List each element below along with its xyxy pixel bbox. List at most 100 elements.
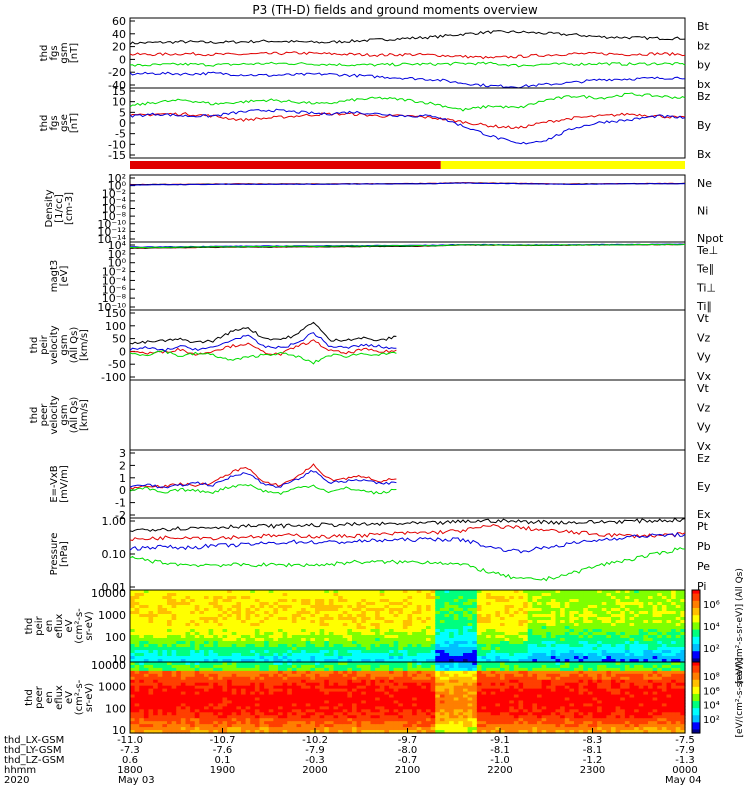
heatmap-cell bbox=[217, 599, 224, 603]
heatmap-cell bbox=[259, 641, 265, 645]
heatmap-cell bbox=[620, 632, 626, 636]
heatmap-cell bbox=[217, 730, 224, 734]
heatmap-cell bbox=[273, 685, 279, 690]
heatmap-cell bbox=[379, 599, 385, 603]
heatmap-cell bbox=[398, 641, 404, 645]
heatmap-cell bbox=[134, 662, 140, 666]
heatmap-cell bbox=[435, 721, 441, 725]
heatmap-cell bbox=[338, 721, 344, 725]
heatmap-cell bbox=[463, 656, 469, 660]
heatmap-cell bbox=[564, 620, 570, 624]
heatmap-cell bbox=[407, 676, 413, 681]
heatmap-cell bbox=[333, 691, 339, 696]
heatmap-cell bbox=[310, 718, 316, 722]
heatmap-cell bbox=[134, 676, 140, 681]
heatmap-cell bbox=[241, 709, 247, 713]
heatmap-cell bbox=[430, 703, 436, 707]
heatmap-cell bbox=[407, 605, 413, 609]
heatmap-cell bbox=[352, 667, 358, 672]
heatmap-cell bbox=[500, 593, 506, 597]
heatmap-cell bbox=[384, 617, 390, 621]
heatmap-cell bbox=[504, 641, 510, 645]
heatmap-cell bbox=[532, 602, 538, 606]
heatmap-cell bbox=[157, 653, 163, 657]
heatmap-cell bbox=[319, 676, 325, 681]
heatmap-cell bbox=[370, 688, 376, 693]
heatmap-cell bbox=[393, 673, 399, 678]
heatmap-cell bbox=[338, 712, 344, 716]
heatmap-cell bbox=[555, 602, 561, 606]
heatmap-cell bbox=[587, 638, 594, 642]
heatmap-cell bbox=[463, 614, 469, 618]
heatmap-cell bbox=[291, 614, 298, 618]
heatmap-cell bbox=[587, 659, 594, 663]
heatmap-cell bbox=[130, 727, 136, 731]
heatmap-cell bbox=[236, 679, 242, 684]
heatmap-cell bbox=[389, 617, 395, 621]
heatmap-cell bbox=[407, 682, 413, 687]
heatmap-cell bbox=[634, 656, 640, 660]
heatmap-cell bbox=[472, 694, 478, 699]
heatmap-cell bbox=[356, 611, 362, 615]
heatmap-cell bbox=[444, 596, 450, 600]
heatmap-cell bbox=[157, 715, 163, 719]
heatmap-cell bbox=[370, 679, 376, 684]
heatmap-cell bbox=[222, 650, 228, 654]
heatmap-cell bbox=[139, 664, 145, 669]
heatmap-cell bbox=[333, 682, 339, 687]
heatmap-cell bbox=[328, 596, 335, 600]
heatmap-cell bbox=[648, 632, 654, 636]
heatmap-cell bbox=[143, 635, 150, 639]
heatmap-cell bbox=[435, 590, 441, 594]
heatmap-cell bbox=[583, 617, 589, 621]
heatmap-cell bbox=[504, 656, 510, 660]
heatmap-cell bbox=[509, 644, 515, 648]
heatmap-cell bbox=[157, 638, 163, 642]
heatmap-cell bbox=[254, 590, 261, 594]
heatmap-cell bbox=[458, 670, 464, 675]
heatmap-cell bbox=[398, 602, 404, 606]
heatmap-cell bbox=[305, 715, 311, 719]
heatmap-cell bbox=[310, 629, 316, 633]
heatmap-cell bbox=[629, 605, 635, 609]
heatmap-cell bbox=[259, 670, 265, 675]
heatmap-cell bbox=[398, 614, 404, 618]
y-axis-label: [mV/m] bbox=[59, 465, 70, 503]
heatmap-cell bbox=[333, 656, 339, 660]
heatmap-cell bbox=[416, 694, 422, 699]
heatmap-cell bbox=[143, 682, 150, 687]
heatmap-cell bbox=[398, 685, 404, 690]
heatmap-cell bbox=[449, 620, 455, 624]
heatmap-cell bbox=[301, 673, 307, 678]
y-axis-label: sr-eV) bbox=[84, 683, 95, 712]
heatmap-cell bbox=[148, 727, 154, 731]
heatmap-cell bbox=[541, 629, 547, 633]
heatmap-cell bbox=[518, 632, 524, 636]
heatmap-cell bbox=[439, 593, 446, 597]
heatmap-cell bbox=[291, 647, 298, 651]
heatmap-cell bbox=[481, 682, 487, 687]
heatmap-cell bbox=[375, 685, 381, 690]
heatmap-cell bbox=[167, 641, 173, 645]
heatmap-cell bbox=[347, 590, 353, 594]
y-axis-label: sr-eV) bbox=[84, 611, 95, 640]
heatmap-cell bbox=[315, 682, 321, 687]
heatmap-cell bbox=[356, 614, 362, 618]
heatmap-cell bbox=[370, 664, 376, 669]
heatmap-cell bbox=[463, 605, 469, 609]
heatmap-cell bbox=[481, 718, 487, 722]
heatmap-cell bbox=[481, 694, 487, 699]
heatmap-cell bbox=[315, 673, 321, 678]
heatmap-cell bbox=[476, 650, 483, 654]
heatmap-cell bbox=[389, 620, 395, 624]
heatmap-cell bbox=[143, 632, 150, 636]
y-tick-label: 10⁻¹⁴ bbox=[97, 233, 126, 246]
heatmap-cell bbox=[217, 650, 224, 654]
heatmap-cell bbox=[537, 656, 543, 660]
heatmap-cell bbox=[624, 656, 631, 660]
heatmap-cell bbox=[379, 605, 385, 609]
heatmap-cell bbox=[407, 721, 413, 725]
heatmap-cell bbox=[356, 712, 362, 716]
heatmap-cell bbox=[217, 614, 224, 618]
heatmap-cell bbox=[569, 635, 575, 639]
